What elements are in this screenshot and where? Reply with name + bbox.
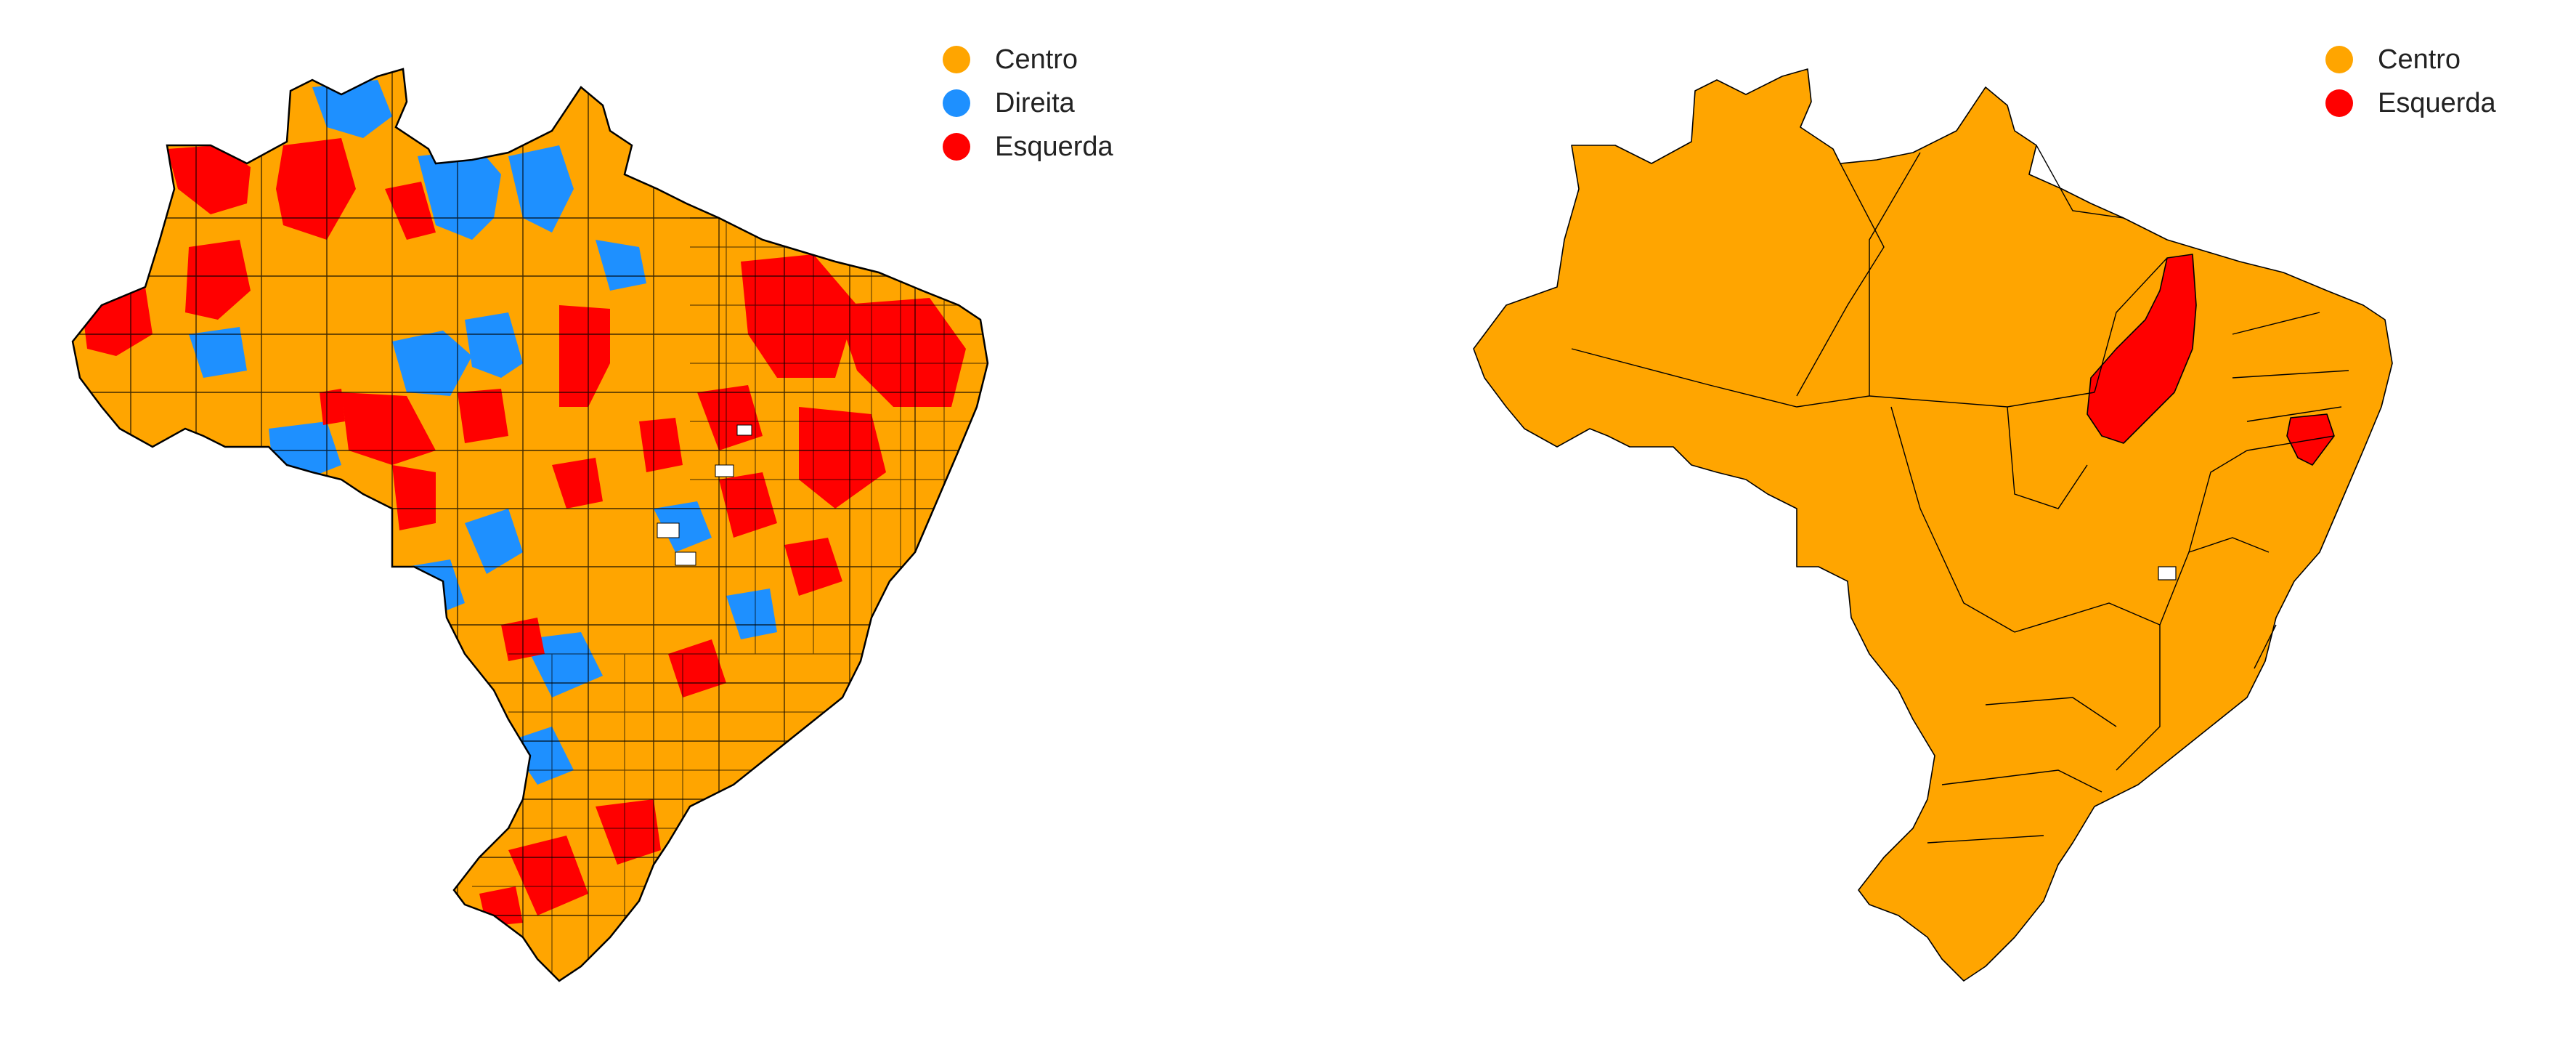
direita-region [465, 312, 523, 378]
direita-region [726, 589, 777, 639]
blank-region [675, 551, 696, 566]
state-centro-country [1473, 68, 2393, 982]
state-map [1473, 68, 2393, 982]
blank-region [736, 424, 752, 436]
esquerda-region [167, 145, 251, 214]
direita-region [418, 149, 501, 240]
esquerda-region [559, 305, 610, 407]
esquerda-region [596, 799, 661, 865]
direita-region [392, 331, 472, 396]
municipal-legend: Centro Direita Esquerda [943, 38, 1113, 169]
direita-region [312, 80, 392, 138]
esquerda-region [639, 418, 683, 472]
direita-region [596, 240, 646, 291]
state-regions [1473, 68, 2393, 982]
esquerda-region [552, 458, 603, 509]
legend-label: Esquerda [2378, 87, 2496, 118]
esquerda-region [392, 465, 436, 530]
esquerda-region [341, 392, 436, 465]
state-map-panel: Centro Esquerda [1288, 0, 2576, 1039]
esquerda-region [320, 389, 345, 425]
legend-item-esquerda: Esquerda [2325, 81, 2496, 125]
esquerda-region [385, 182, 436, 240]
blank-region [657, 522, 680, 538]
direita-swatch [943, 89, 970, 117]
direita-region [189, 327, 247, 378]
esquerda-region [719, 472, 777, 538]
blank-region [715, 464, 734, 477]
municipal-map-panel: Centro Direita Esquerda [71, 38, 1113, 982]
state-borders [1571, 145, 2349, 844]
esquerda-region [276, 138, 356, 240]
legend-label: Esquerda [995, 131, 1113, 162]
esquerda-region [185, 240, 251, 320]
state-legend: Centro Esquerda [2325, 38, 2496, 125]
legend-label: Centro [995, 44, 1078, 75]
legend-label: Centro [2378, 44, 2461, 75]
direita-region [465, 509, 523, 574]
direita-region [508, 145, 574, 233]
esquerda-region [508, 836, 588, 915]
esquerda-region [741, 254, 857, 378]
legend-item-centro: Centro [943, 38, 1113, 81]
legend-item-centro: Centro [2325, 38, 2496, 81]
esquerda-region [799, 407, 886, 509]
legend-label: Direita [995, 87, 1075, 118]
municipal-map [71, 68, 989, 982]
legend-item-direita: Direita [943, 81, 1113, 125]
esquerda-swatch [2325, 89, 2353, 117]
esquerda-region [458, 389, 508, 443]
state-esquerda-piaui [2087, 254, 2197, 444]
legend-item-esquerda: Esquerda [943, 125, 1113, 169]
direita-region [654, 501, 712, 552]
centro-swatch [943, 46, 970, 73]
esquerda-swatch [943, 133, 970, 161]
centro-swatch [2325, 46, 2353, 73]
federal-district [2158, 566, 2177, 581]
